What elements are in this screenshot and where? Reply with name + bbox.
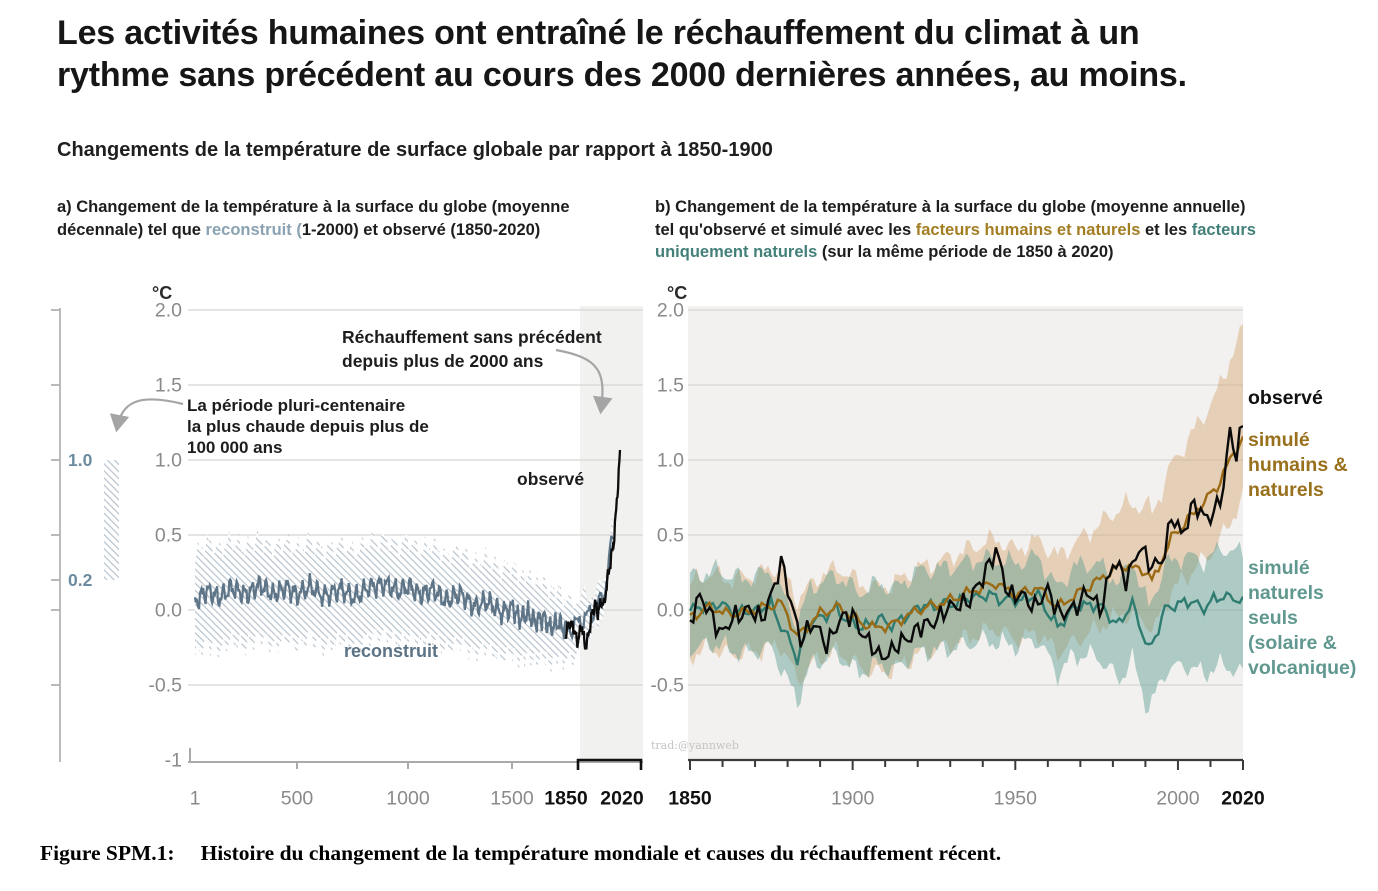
- y-tick-label: -1: [165, 750, 182, 772]
- y-tick-label: -0.5: [148, 675, 182, 697]
- panel-a-plot: [188, 306, 643, 770]
- legend-observed: observé: [1248, 387, 1323, 409]
- caption-part: facteurs humains et naturels: [915, 220, 1141, 239]
- x-tick-label: 2020: [600, 788, 644, 810]
- x-tick-label: 1900: [831, 788, 875, 810]
- figure-caption-label: Figure SPM.1:: [40, 841, 175, 865]
- y-tick-label: 2.0: [657, 300, 684, 322]
- translation-watermark: trad:@yannweb: [651, 739, 739, 752]
- caption-part: facteurs uniquement naturels: [655, 220, 1256, 262]
- reference-axis: [51, 308, 119, 762]
- natural-only-line: [688, 587, 1243, 666]
- arrow-to-warmest-bar: [109, 398, 184, 433]
- x-tick-label: 500: [281, 788, 314, 810]
- legend-natural-only: simulé naturels seuls (solaire & volcani…: [1248, 557, 1357, 679]
- observed-line-a: [564, 449, 622, 650]
- y-tick-label: 1.5: [155, 375, 182, 397]
- y-tick-label: 0.5: [155, 525, 182, 547]
- y-tick-label: 1.0: [657, 450, 684, 472]
- figure-caption: Figure SPM.1: Histoire du changement de l…: [40, 841, 1001, 866]
- panel-a-reconstructed-label: reconstruit: [344, 641, 439, 661]
- caption-part: b) Changement de la température à la sur…: [655, 198, 1246, 239]
- x-tick-label: 1850: [544, 788, 588, 810]
- x-tick-label: 1950: [994, 788, 1038, 810]
- warmest-period-bar: [104, 460, 119, 580]
- legend-human-natural: simulé humains & naturels: [1248, 429, 1348, 501]
- y-tick-label: 1.0: [155, 450, 182, 472]
- y-tick-label: 2.0: [155, 300, 182, 322]
- y-tick-label: 0.5: [657, 525, 684, 547]
- caption-part: 1-2000) et observé (1850-2020): [301, 220, 541, 239]
- annotation-unprecedented-warming: Réchauffement sans précédent depuis plus…: [342, 327, 602, 371]
- panel-b-plot: [688, 306, 1244, 770]
- y-tick-label: 0.0: [657, 600, 684, 622]
- observed-line-b: [689, 424, 1243, 661]
- caption-part: reconstruit (: [205, 220, 302, 239]
- reference-axis-label: 0.2: [68, 570, 93, 590]
- y-tick-label: 0.0: [155, 600, 182, 622]
- reference-axis-label: 1.0: [68, 450, 93, 470]
- reconstructed-line: [193, 535, 614, 642]
- panel-b-caption: b) Changement de la température à la sur…: [655, 196, 1355, 264]
- figure-caption-text: Histoire du changement de la température…: [200, 841, 1002, 865]
- x-tick-label: 2020: [1221, 788, 1265, 810]
- x-tick-label: 1850: [668, 788, 712, 810]
- annotation-warmest-period: La période pluri-centenaire la plus chau…: [187, 396, 429, 457]
- caption-part: et les: [1140, 220, 1192, 239]
- panel-b-unit-label: °C: [667, 283, 688, 303]
- panel-a-observed-label: observé: [517, 469, 585, 489]
- human-natural-line: [689, 435, 1243, 637]
- caption-part: a) Changement de la température à la sur…: [57, 198, 570, 239]
- x-tick-label: 1500: [490, 788, 534, 810]
- page-title: Les activités humaines ont entraîné le r…: [57, 14, 1187, 94]
- y-tick-label: -0.5: [650, 675, 684, 697]
- x-tick-label: 2000: [1156, 788, 1200, 810]
- arrow-to-observed-spike: [555, 348, 613, 415]
- x-tick-label: 1: [190, 788, 201, 810]
- observed-window-bracket: [576, 758, 643, 770]
- panel-a-unit-label: °C: [152, 283, 173, 303]
- panel-a-caption: a) Changement de la température à la sur…: [57, 196, 637, 241]
- x-tick-label: 1000: [386, 788, 430, 810]
- y-tick-label: 1.5: [657, 375, 684, 397]
- figure-subtitle: Changements de la température de surface…: [57, 139, 773, 161]
- caption-part: (sur la même période de 1850 à 2020): [817, 243, 1114, 261]
